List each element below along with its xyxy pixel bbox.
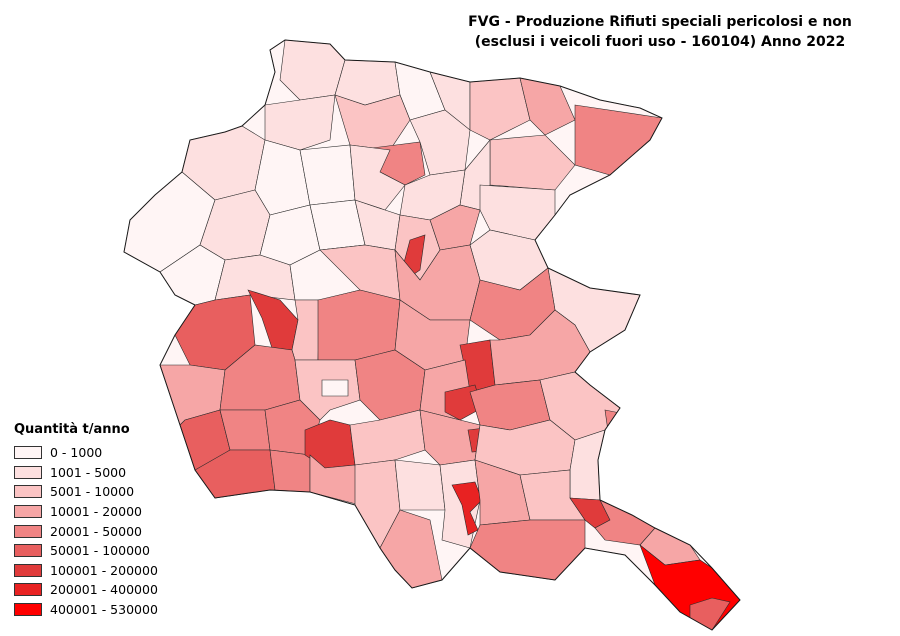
legend-rows: 0 - 1000 1001 - 5000 5001 - 10000 10001 - 2… [14, 443, 158, 619]
municipality [469, 519, 586, 581]
legend-swatch [14, 465, 42, 479]
municipality [569, 429, 611, 501]
legend-item: 400001 - 530000 [14, 600, 158, 620]
legend-label: 100001 - 200000 [50, 562, 158, 578]
legend-item: 50001 - 100000 [14, 541, 158, 561]
municipality [321, 379, 349, 397]
legend-item: 20001 - 50000 [14, 521, 158, 541]
legend-label: 5001 - 10000 [50, 484, 135, 500]
legend-label: 0 - 1000 [50, 445, 103, 461]
map-title-line1: FVG - Produzione Rifiuti speciali perico… [468, 14, 852, 30]
legend-swatch [14, 524, 42, 538]
map-legend: Quantità t/anno 0 - 1000 1001 - 5000 5001 … [14, 422, 158, 619]
legend-item: 200001 - 400000 [14, 580, 158, 600]
legend-label: 200001 - 400000 [50, 582, 158, 598]
legend-label: 20001 - 50000 [50, 523, 142, 539]
municipality [291, 299, 321, 361]
legend-item: 10001 - 20000 [14, 502, 158, 522]
legend-item: 100001 - 200000 [14, 561, 158, 581]
municipality-very-high [451, 481, 483, 536]
legend-swatch [14, 563, 42, 577]
municipalities [124, 40, 740, 630]
legend-swatch [14, 603, 42, 617]
legend-label: 1001 - 5000 [50, 464, 127, 480]
municipality [317, 289, 401, 361]
municipality [299, 144, 356, 206]
legend-swatch [14, 505, 42, 519]
legend-swatch [14, 583, 42, 597]
map-title: FVG - Produzione Rifiuti speciali perico… [420, 12, 900, 52]
legend-title: Quantità t/anno [14, 422, 130, 437]
map-title-line2: (esclusi i veicoli fuori uso - 160104) A… [474, 34, 846, 50]
municipality [394, 459, 446, 511]
legend-label: 10001 - 20000 [50, 504, 142, 520]
municipality [264, 94, 336, 151]
legend-item: 0 - 1000 [14, 443, 158, 463]
municipality [604, 409, 631, 446]
legend-swatch [14, 544, 42, 558]
legend-swatch [14, 485, 42, 499]
legend-label: 400001 - 530000 [50, 602, 158, 618]
legend-item: 5001 - 10000 [14, 482, 158, 502]
municipality [269, 449, 311, 493]
legend-item: 1001 - 5000 [14, 463, 158, 483]
legend-swatch [14, 446, 42, 460]
legend-label: 50001 - 100000 [50, 543, 150, 559]
